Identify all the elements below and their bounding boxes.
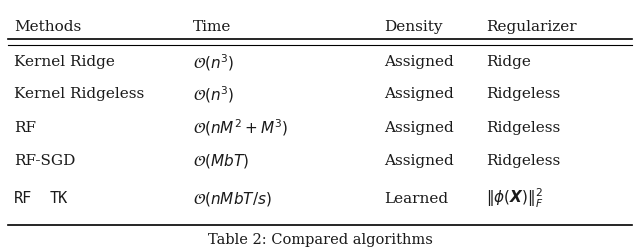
- Text: Ridgeless: Ridgeless: [486, 120, 560, 134]
- Text: Table 2: Compared algorithms: Table 2: Compared algorithms: [207, 232, 433, 246]
- Text: RF: RF: [14, 190, 33, 206]
- Text: Regularizer: Regularizer: [486, 20, 576, 34]
- Text: Methods: Methods: [14, 20, 81, 34]
- Text: Assigned: Assigned: [384, 154, 454, 168]
- Text: RF-SGD: RF-SGD: [14, 154, 76, 168]
- Text: Assigned: Assigned: [384, 120, 454, 134]
- Text: Ridge: Ridge: [486, 55, 531, 69]
- Text: $\|\phi(\boldsymbol{X})\|_F^2$: $\|\phi(\boldsymbol{X})\|_F^2$: [486, 186, 543, 210]
- Text: Ridgeless: Ridgeless: [486, 87, 560, 101]
- Text: $\mathcal{O}(n^3)$: $\mathcal{O}(n^3)$: [193, 84, 234, 104]
- Text: $\mathcal{O}(MbT)$: $\mathcal{O}(MbT)$: [193, 152, 248, 170]
- Text: Learned: Learned: [384, 191, 448, 205]
- Text: RF: RF: [14, 120, 36, 134]
- Text: Kernel Ridgeless: Kernel Ridgeless: [14, 87, 145, 101]
- Text: TK: TK: [49, 190, 67, 206]
- Text: $\mathcal{O}(nMbT/s)$: $\mathcal{O}(nMbT/s)$: [193, 189, 271, 207]
- Text: $\mathcal{O}(nM^2 + M^3)$: $\mathcal{O}(nM^2 + M^3)$: [193, 117, 288, 138]
- Text: Time: Time: [193, 20, 231, 34]
- Text: Assigned: Assigned: [384, 55, 454, 69]
- Text: $\mathcal{O}(n^3)$: $\mathcal{O}(n^3)$: [193, 52, 234, 72]
- Text: Assigned: Assigned: [384, 87, 454, 101]
- Text: Ridgeless: Ridgeless: [486, 154, 560, 168]
- Text: Kernel Ridge: Kernel Ridge: [14, 55, 115, 69]
- Text: Density: Density: [384, 20, 442, 34]
